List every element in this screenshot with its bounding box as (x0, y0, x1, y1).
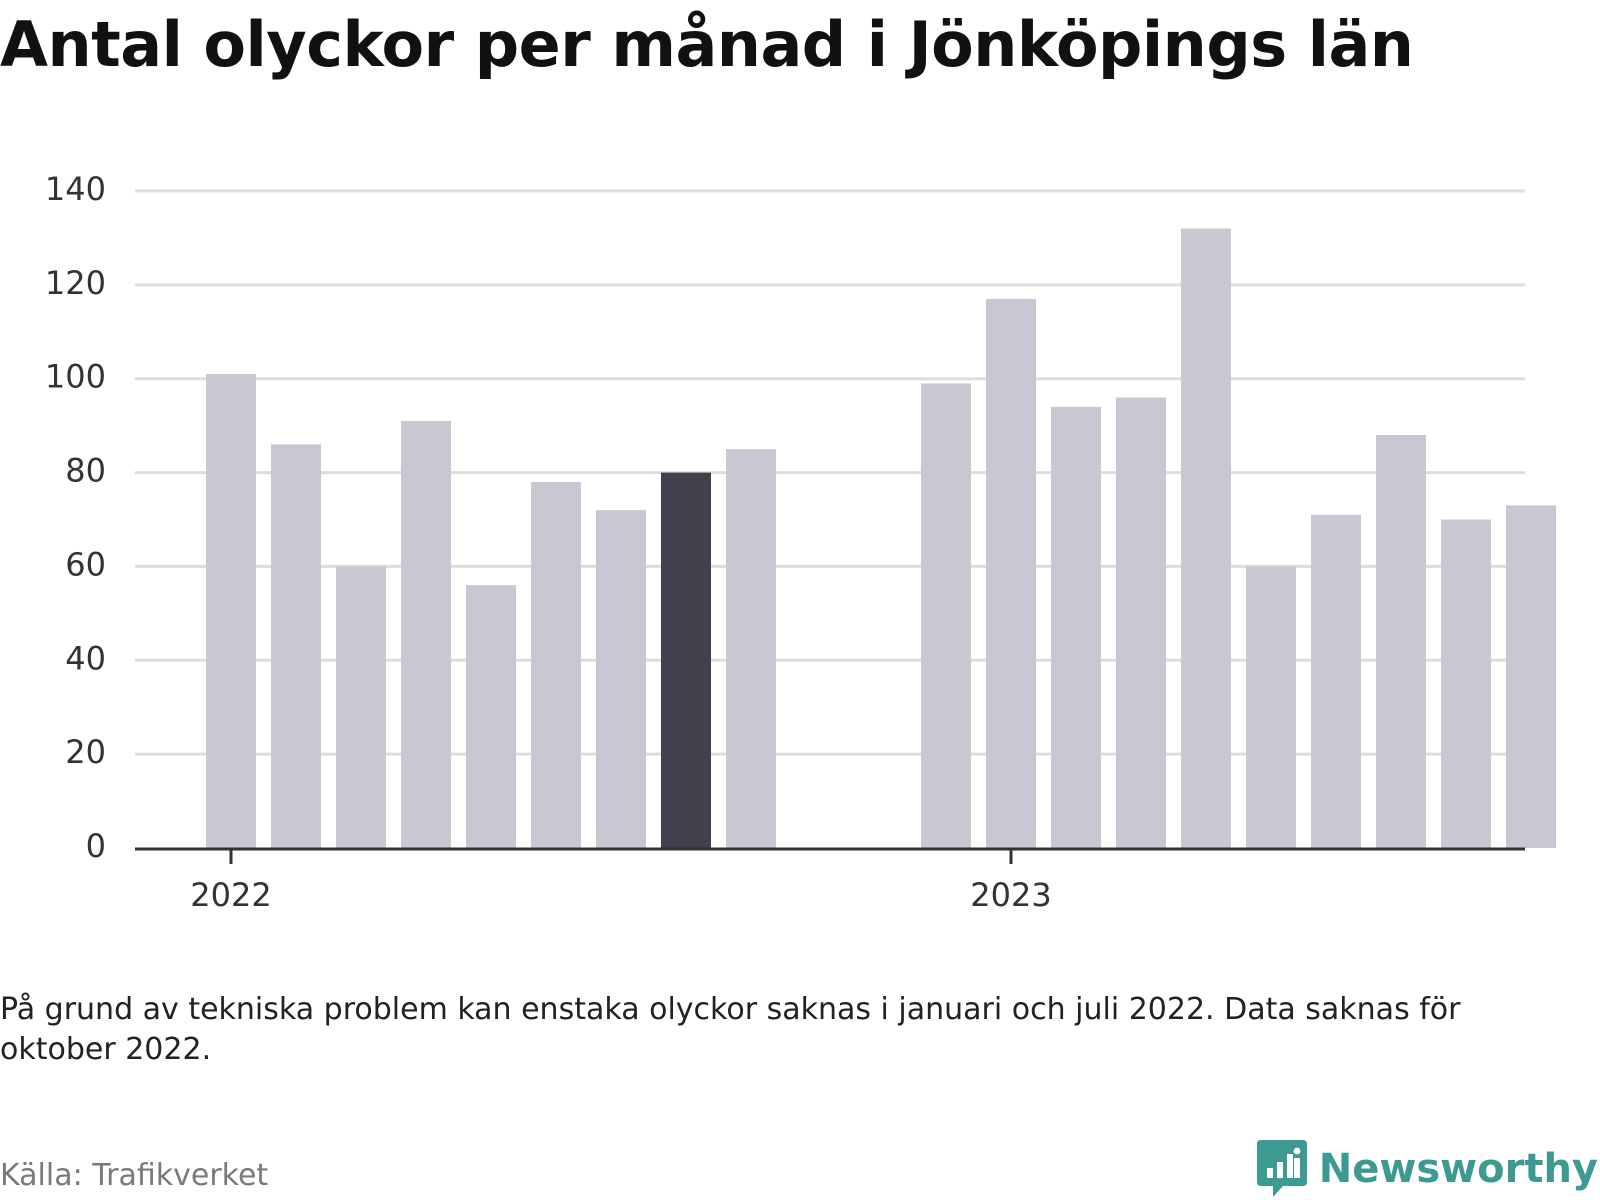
y-tick-label: 0 (86, 827, 106, 865)
bar (1116, 397, 1166, 848)
y-tick-label: 40 (65, 639, 106, 677)
brand-name: Newsworthy (1318, 1146, 1598, 1192)
y-tick-label: 140 (45, 170, 106, 208)
y-tick-label: 60 (65, 545, 106, 583)
source-credit: Källa: Trafikverket (0, 1158, 269, 1193)
y-tick-label: 80 (65, 452, 106, 490)
bar (1311, 514, 1361, 848)
x-tick-label: 2022 (190, 876, 271, 914)
y-tick-label: 20 (65, 733, 106, 771)
bar (531, 481, 581, 848)
bar (336, 566, 386, 848)
bars (206, 228, 1556, 848)
bar (466, 585, 516, 848)
bar (271, 444, 321, 848)
bar (921, 383, 971, 848)
bar (1376, 435, 1426, 848)
bar-chart: 0 20 40 60 80 100 120 140 2022 2023 73 (45, 150, 1600, 914)
brand-logo: Newsworthy (1256, 1140, 1598, 1198)
bar (596, 510, 646, 848)
bar (986, 298, 1036, 848)
bar-chart-speech-bubble-icon (1256, 1140, 1307, 1197)
bar (1506, 505, 1556, 848)
y-tick-label: 120 (45, 264, 106, 302)
bar (1181, 228, 1231, 848)
bar (1441, 519, 1491, 848)
bar (661, 472, 711, 848)
bar (1246, 566, 1296, 848)
chart-title: Antal olyckor per månad i Jönköpings län (0, 8, 1414, 81)
bar (726, 449, 776, 848)
y-axis-ticks: 0 20 40 60 80 100 120 140 (45, 170, 106, 865)
x-axis-ticks: 2022 2023 (190, 849, 1052, 914)
bar (1051, 406, 1101, 848)
bar (401, 420, 451, 848)
y-tick-label: 100 (45, 358, 106, 396)
data-label: 73 (1576, 150, 1600, 158)
bar (206, 374, 256, 848)
data-labels: 73 (1576, 150, 1600, 158)
x-tick-label: 2023 (970, 876, 1051, 914)
chart-note: På grund av tekniska problem kan enstaka… (0, 992, 1461, 1067)
